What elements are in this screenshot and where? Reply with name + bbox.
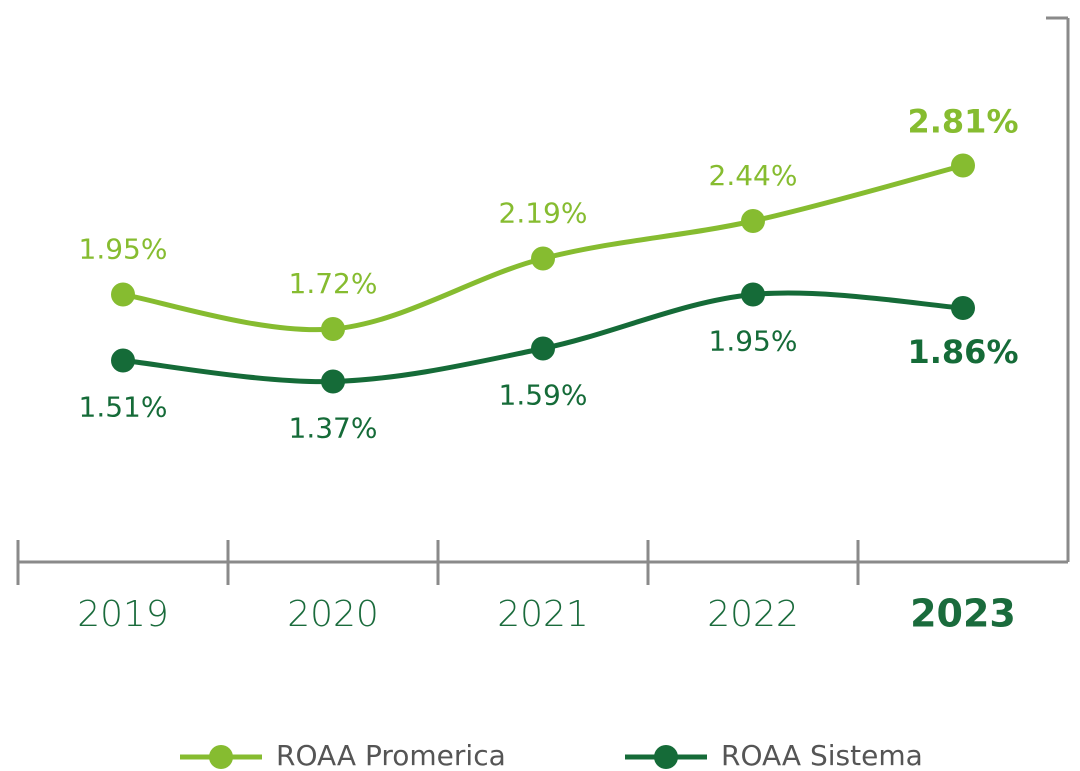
x-tick-label: 2020: [287, 594, 379, 635]
point: [741, 209, 765, 233]
value-label: 1.51%: [79, 391, 168, 424]
value-label: 1.59%: [499, 379, 588, 412]
legend-item: ROAA Sistema: [625, 739, 923, 771]
value-label: 2.44%: [709, 159, 798, 192]
point: [951, 296, 975, 320]
legend-marker: [654, 745, 678, 769]
x-tick-label: 2019: [77, 594, 169, 635]
point: [111, 282, 135, 307]
legend-item: ROAA Promerica: [180, 739, 506, 771]
point: [321, 369, 345, 394]
value-label: 2.19%: [499, 197, 588, 230]
legend-marker: [209, 745, 233, 769]
x-tick-label: 2022: [707, 594, 799, 635]
point: [531, 246, 555, 271]
value-label: 2.81%: [907, 103, 1018, 141]
point: [951, 153, 975, 178]
x-tick-label: 2021: [497, 594, 589, 635]
value-label: 1.37%: [289, 412, 378, 445]
axis-frame: [18, 16, 1070, 564]
value-label: 1.95%: [709, 325, 798, 358]
value-label: 1.95%: [79, 233, 168, 266]
point: [111, 348, 135, 373]
value-label: 1.72%: [289, 267, 378, 300]
point: [321, 317, 345, 341]
series: 1.51% 1.37% 1.59% 1.95% 1.86%: [79, 282, 1019, 445]
legend-text: ROAA Promerica: [276, 739, 506, 771]
legend-text: ROAA Sistema: [721, 739, 923, 771]
value-label: 1.86%: [907, 333, 1018, 371]
series: 1.95% 1.72% 2.19% 2.44% 2.81%: [79, 103, 1019, 341]
point: [741, 282, 765, 307]
point: [531, 336, 555, 361]
x-tick-label: 2023: [910, 592, 1016, 636]
